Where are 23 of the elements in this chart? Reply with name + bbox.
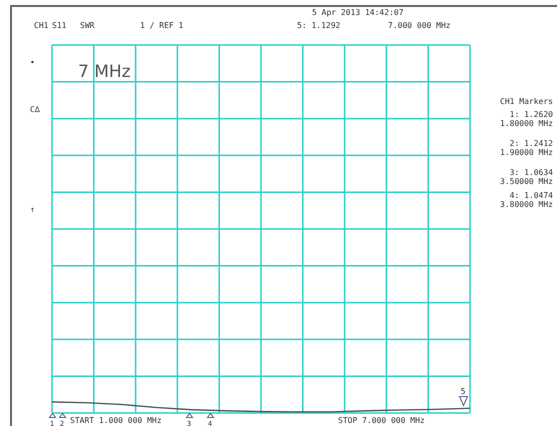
text: STOP 7.000 000 MHz (338, 416, 425, 425)
text: 3.80000 MHz (500, 200, 554, 209)
text: 3: 1.0634 (510, 168, 554, 177)
text: SWR (80, 21, 95, 30)
text: 4: 1.0474 (510, 191, 554, 200)
text: C∆ (30, 105, 40, 114)
text: 1: 1.2620 (510, 110, 554, 119)
text: 1.90000 MHz (500, 148, 554, 157)
text: 1.80000 MHz (500, 119, 554, 128)
text: 5: 1.1292 (297, 21, 341, 30)
text: 1 / REF 1 (140, 21, 184, 30)
text: S11 (52, 21, 67, 30)
text: 5 (460, 387, 466, 396)
text: CH1 (34, 21, 49, 30)
text: 3.50000 MHz (500, 177, 554, 186)
text: CH1 Markers (500, 97, 554, 106)
text: 2: 1.2412 (510, 139, 554, 148)
text: 7 MHz (78, 62, 131, 82)
text: 7.000 000 MHz (388, 21, 451, 30)
text: START 1.000 000 MHz (70, 416, 162, 425)
text: ↑ (30, 205, 35, 214)
text: • (30, 58, 35, 67)
chart-title: 5 Apr 2013 14:42:07 (312, 8, 404, 17)
